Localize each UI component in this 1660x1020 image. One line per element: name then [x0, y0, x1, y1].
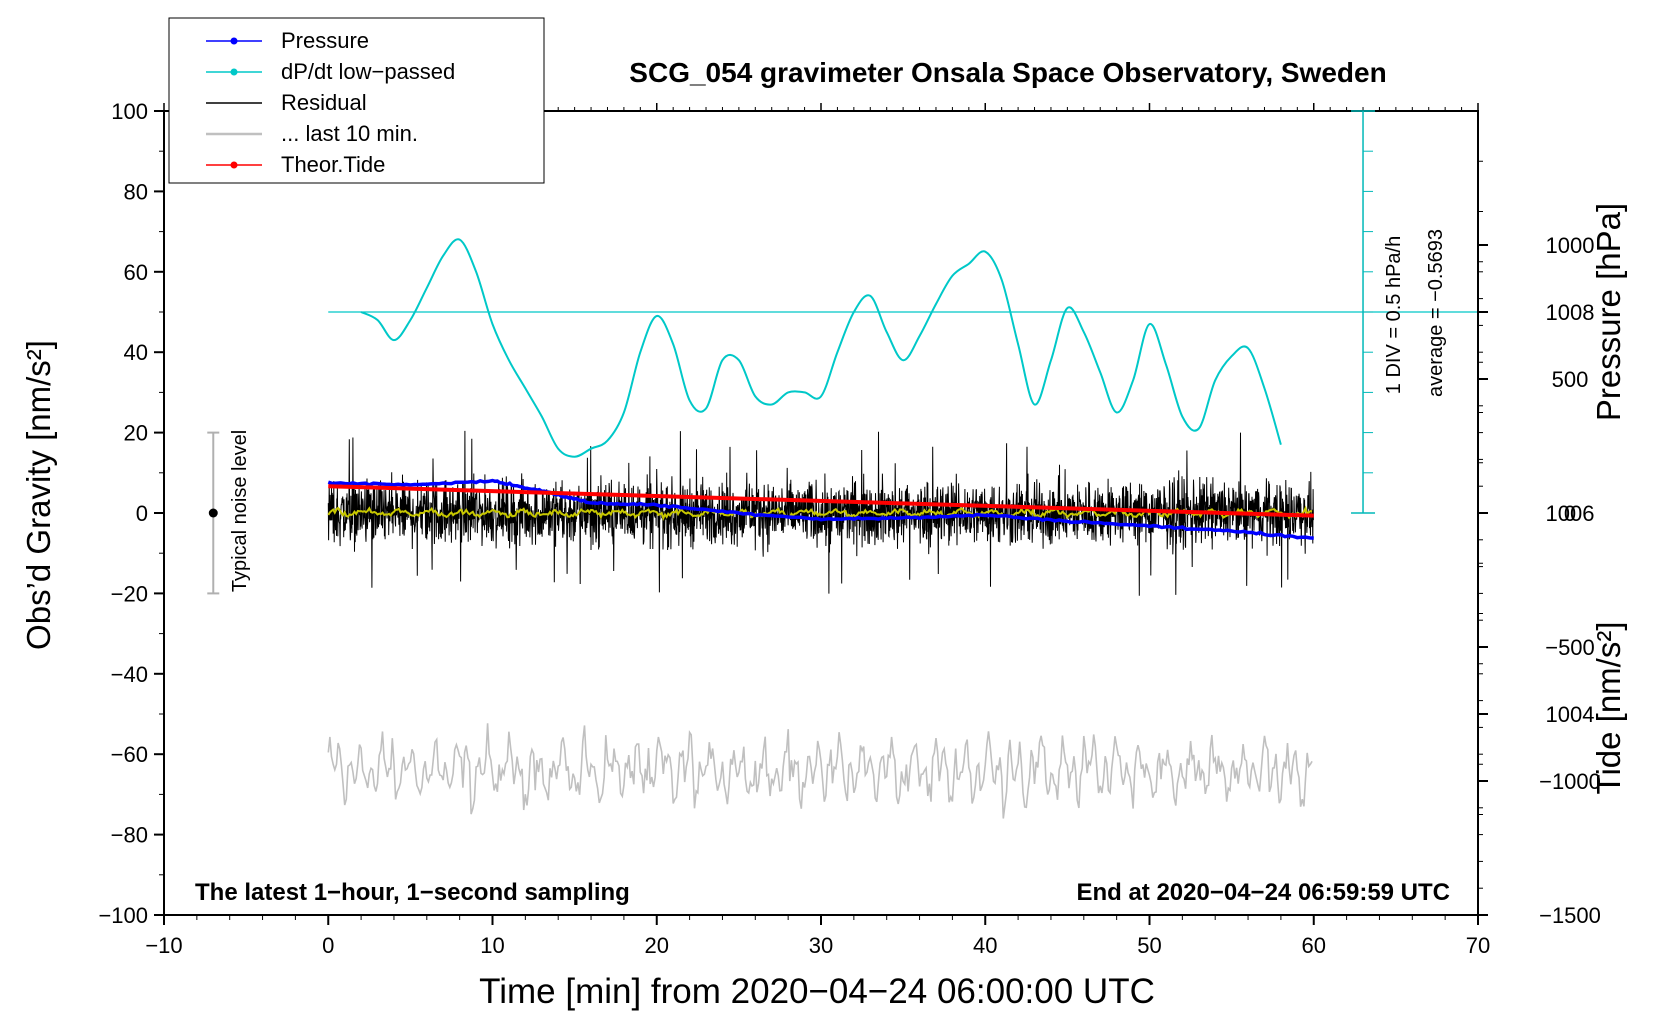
legend: Pressure dP/dt low−passed Residual ... last… — [168, 17, 545, 184]
tide-tick-label: −1500 — [1539, 903, 1601, 928]
frame-layer: −10 0 10 20 30 40 50 60 70100806040200−20−40−60−… — [98, 99, 1600, 958]
y-tick-label: −100 — [98, 903, 148, 928]
legend-marker — [230, 161, 238, 169]
y-tick-label: −20 — [111, 581, 148, 606]
x-tick-label: 70 — [1466, 933, 1490, 958]
y-tick-label: 40 — [124, 340, 148, 365]
tide-tick-label: 1000 — [1546, 233, 1595, 258]
y-tick-label: 100 — [111, 99, 148, 124]
pressure-axis-label: Pressure [hPa] — [1590, 203, 1627, 421]
tide-tick-label: −1000 — [1539, 769, 1601, 794]
pressure-tick-label: 1004 — [1546, 702, 1595, 727]
y-tick-label: −40 — [111, 662, 148, 687]
last-10-min-line — [327, 723, 1313, 819]
y-axis-label: Obs’d Gravity [nm/s²] — [20, 340, 57, 650]
x-tick-label: 60 — [1302, 933, 1326, 958]
y-tick-label: 20 — [124, 421, 148, 446]
pressure-tick-label: 1006 — [1546, 501, 1595, 526]
x-tick-label: 40 — [973, 933, 997, 958]
tide-axis-label: Tide [nm/s²] — [1590, 622, 1627, 795]
div-label: 1 DIV = 0.5 hPa/h — [1383, 236, 1405, 394]
legend-label: Theor.Tide — [281, 152, 385, 177]
x-axis-label: Time [min] from 2020−04−24 06:00:00 UTC — [479, 972, 1155, 1011]
noise-level-dot — [208, 508, 218, 518]
x-tick-label: 10 — [480, 933, 504, 958]
pressure-tick-label: 1008 — [1546, 300, 1595, 325]
x-tick-label: 30 — [809, 933, 833, 958]
x-tick-label: −10 — [145, 933, 182, 958]
legend-label: dP/dt low−passed — [281, 59, 455, 84]
y-tick-label: 0 — [136, 501, 148, 526]
x-tick-label: 20 — [645, 933, 669, 958]
tide-tick-label: 0 — [1564, 501, 1576, 526]
legend-box — [168, 17, 545, 184]
noise-level-label: Typical noise level — [229, 430, 251, 592]
legend-label: Pressure — [281, 28, 369, 53]
y-tick-label: −80 — [111, 823, 148, 848]
dpdt-line — [360, 238, 1282, 458]
chart-title: SCG_054 gravimeter Onsala Space Observat… — [629, 57, 1386, 88]
y-tick-label: 60 — [124, 260, 148, 285]
legend-label: Residual — [281, 90, 367, 115]
pressure-line — [327, 478, 1314, 540]
average-label: average = −0.5693 — [1425, 229, 1447, 397]
text-layer: SCG_054 gravimeter Onsala Space Observat… — [20, 57, 1627, 1011]
legend-label: ... last 10 min. — [281, 121, 418, 146]
y-tick-label: 80 — [124, 179, 148, 204]
tide-tick-label: −500 — [1545, 635, 1595, 660]
tide-line — [328, 484, 1314, 518]
y-tick-label: −60 — [111, 742, 148, 767]
legend-marker — [230, 68, 238, 76]
end-time-note: End at 2020−04−24 06:59:59 UTC — [1076, 879, 1450, 906]
x-tick-label: 50 — [1137, 933, 1161, 958]
tide-tick-label: 500 — [1552, 367, 1589, 392]
sampling-note: The latest 1−hour, 1−second sampling — [195, 879, 630, 906]
legend-marker — [230, 37, 238, 45]
x-tick-label: 0 — [322, 933, 334, 958]
series-layer — [207, 238, 1478, 819]
